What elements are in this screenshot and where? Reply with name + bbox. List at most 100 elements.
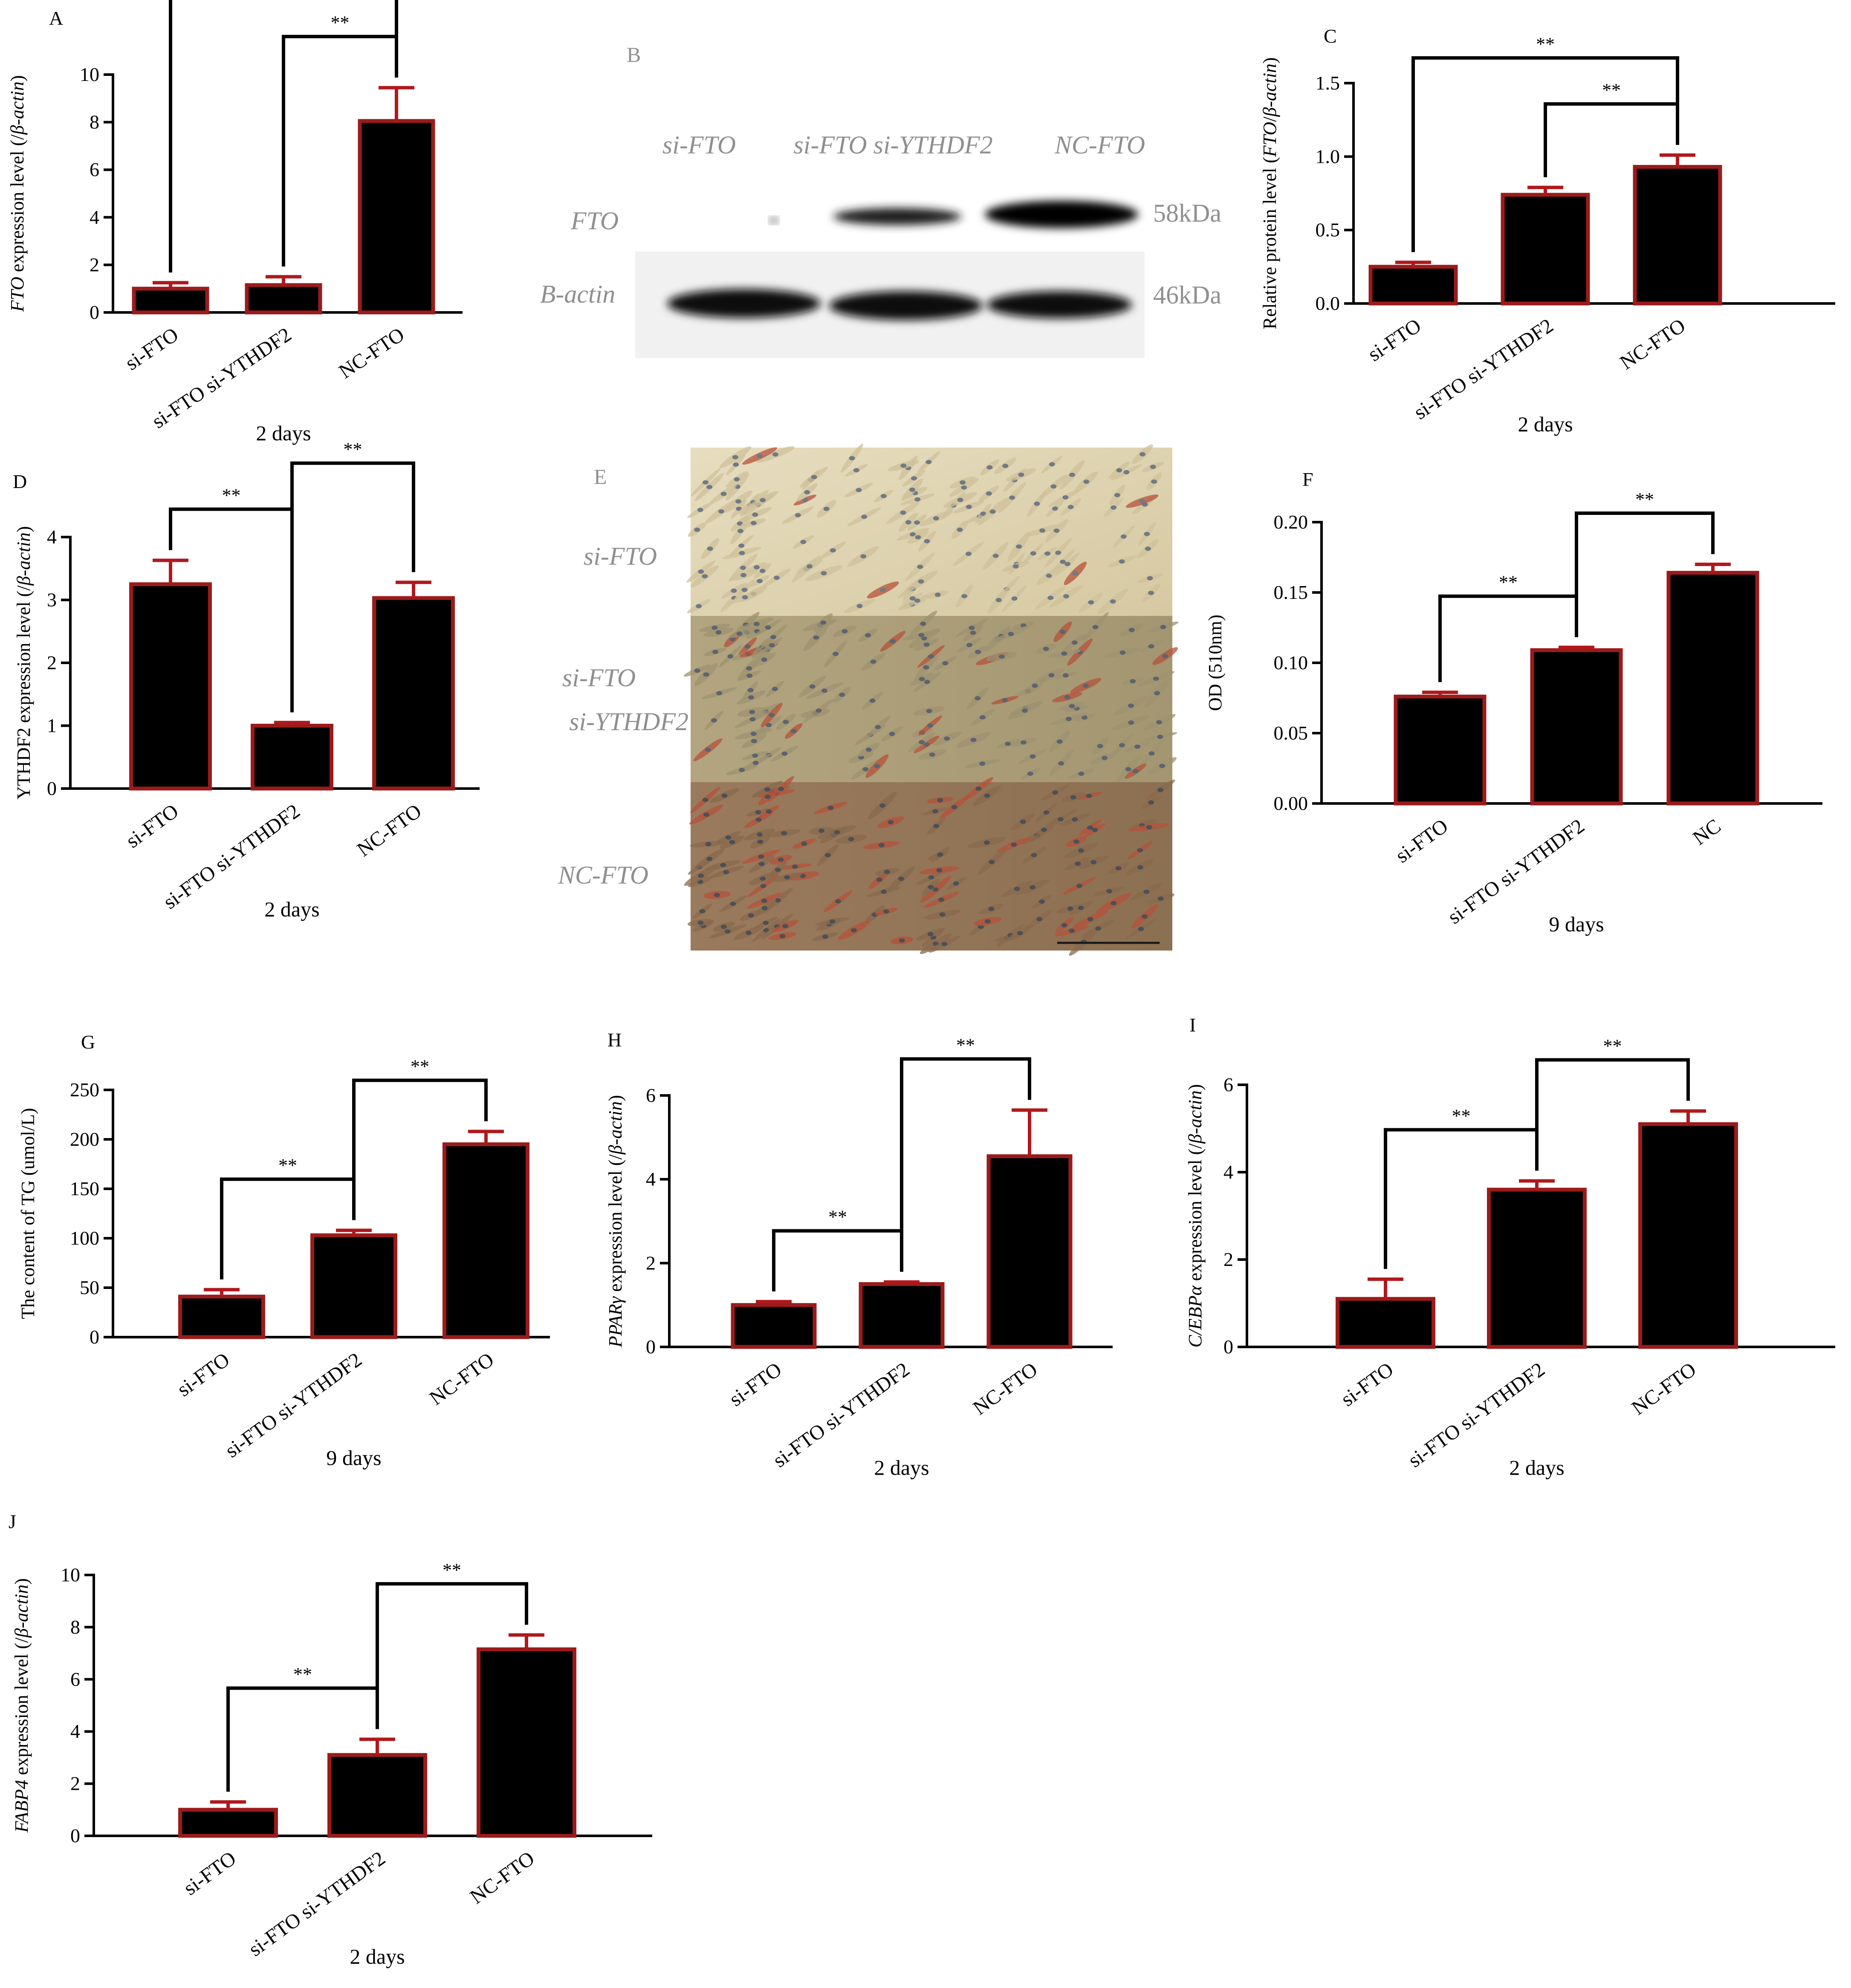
cell-nucleus [1087, 917, 1093, 922]
cell-nucleus [748, 695, 754, 700]
cell-nucleus [1032, 683, 1038, 688]
cell-nucleus [865, 747, 872, 752]
significance-bracket [1411, 56, 1679, 252]
bar [1638, 1122, 1738, 1349]
cell-nucleus [790, 729, 797, 734]
cell-nucleus [749, 717, 756, 722]
cell-nucleus [1030, 885, 1036, 890]
cell-nucleus [729, 637, 736, 641]
blot-band-fto-lane1 [769, 218, 779, 223]
bar [1530, 648, 1623, 806]
cell-nucleus [1106, 889, 1113, 893]
cell-nucleus [1132, 769, 1139, 774]
significance-bracket [352, 1078, 488, 1220]
y-tick-label: 1 [47, 715, 57, 737]
cell-nucleus [1070, 795, 1076, 800]
cell-nucleus [909, 487, 915, 492]
cell-nucleus [989, 860, 995, 864]
cell-nucleus [988, 907, 995, 911]
cell-nucleus [953, 881, 959, 886]
cell-nucleus [746, 930, 752, 935]
y-tick-label: 2 [70, 1773, 80, 1794]
cell-nucleus [765, 795, 771, 799]
cell-nucleus [1061, 651, 1067, 656]
y-tick-label: 2 [646, 1252, 656, 1274]
cell-nucleus [1009, 495, 1015, 500]
cell-nucleus [881, 890, 887, 894]
panel-letter: A [49, 7, 63, 29]
cell-nucleus [1034, 501, 1040, 506]
cell-nucleus [979, 715, 986, 719]
cell-nucleus [1110, 599, 1116, 604]
cell-nucleus [1058, 761, 1064, 766]
cell-nucleus [800, 540, 807, 544]
cell-nucleus [983, 840, 990, 845]
category-label: si-FTO [1391, 815, 1452, 867]
cell-nucleus [1157, 734, 1163, 739]
cell-nucleus [761, 899, 767, 903]
cell-nucleus [927, 723, 933, 728]
cell-nucleus [702, 574, 708, 578]
cell-nucleus [984, 919, 991, 924]
category-label: si-FTO si-YTHDF2 [244, 1847, 389, 1961]
cell-nucleus [705, 748, 711, 752]
cell-nucleus [929, 752, 935, 757]
y-tick-label: 4 [646, 1168, 656, 1190]
y-tick-label: 0.10 [1274, 652, 1308, 673]
cell-nucleus [1022, 708, 1028, 713]
micrograph-cells [683, 444, 1179, 956]
cell-nucleus [934, 592, 941, 597]
blot-size-58kda: 58kDa [1153, 199, 1221, 227]
y-axis-label: Relative protein level (FTO/β-actin) [1259, 57, 1280, 329]
cell-nucleus [721, 793, 728, 798]
cell-nucleus [1148, 751, 1155, 756]
cell-nucleus [821, 571, 827, 575]
cell-nucleus [753, 621, 760, 626]
cell-nucleus [980, 511, 986, 516]
cell-nucleus [792, 864, 798, 869]
bar [245, 283, 322, 315]
cell-nucleus [1111, 505, 1117, 510]
cell-nucleus [937, 798, 943, 803]
chart-j: J 0 2 4 6 8 10 FABP4 expression level (/β-actin… [9, 1511, 652, 1968]
cell-nucleus [961, 485, 967, 490]
cell-nucleus [742, 595, 748, 600]
cell-nucleus [698, 873, 704, 878]
cell-nucleus [995, 598, 1002, 602]
cell-nucleus [754, 565, 760, 569]
cell-nucleus [1159, 763, 1166, 768]
cell-nucleus [702, 798, 709, 802]
cell-nucleus [694, 668, 700, 673]
cell-nucleus [910, 532, 916, 537]
cell-nucleus [696, 604, 702, 609]
cell-nucleus [809, 684, 816, 689]
cell-nucleus [694, 527, 700, 532]
cell-nucleus [750, 731, 757, 736]
chart-a: A 0 2 4 6 8 10 FTO expression level (/β-actin) s… [7, 0, 463, 445]
cell-nucleus [1111, 901, 1117, 905]
cell-nucleus [1052, 790, 1059, 795]
cell-nucleus [751, 739, 757, 743]
cell-nucleus [1018, 472, 1024, 477]
x-axis-label: 9 days [326, 1446, 381, 1470]
cell-nucleus [1020, 819, 1026, 824]
cell-nucleus [1148, 591, 1154, 595]
cell-nucleus [869, 698, 876, 703]
cell-nucleus [1060, 560, 1066, 564]
cell-nucleus [1128, 628, 1135, 632]
y-tick-label: 50 [80, 1277, 99, 1298]
cell-nucleus [1041, 827, 1047, 832]
y-tick-label: 0 [1223, 1336, 1233, 1358]
cell-nucleus [757, 832, 763, 837]
cell-nucleus [926, 709, 932, 713]
panel-letter: G [81, 1031, 95, 1053]
micrograph-label-si-fto-2: si-FTO [562, 664, 636, 692]
cell-nucleus [772, 452, 778, 457]
cell-nucleus [703, 672, 709, 677]
cell-nucleus [889, 731, 895, 736]
cell-nucleus [1069, 473, 1075, 477]
cell-nucleus [821, 688, 827, 693]
cell-nucleus [879, 803, 885, 808]
y-axis-label: FABP4 expression level (/β-actin) [11, 1578, 32, 1833]
